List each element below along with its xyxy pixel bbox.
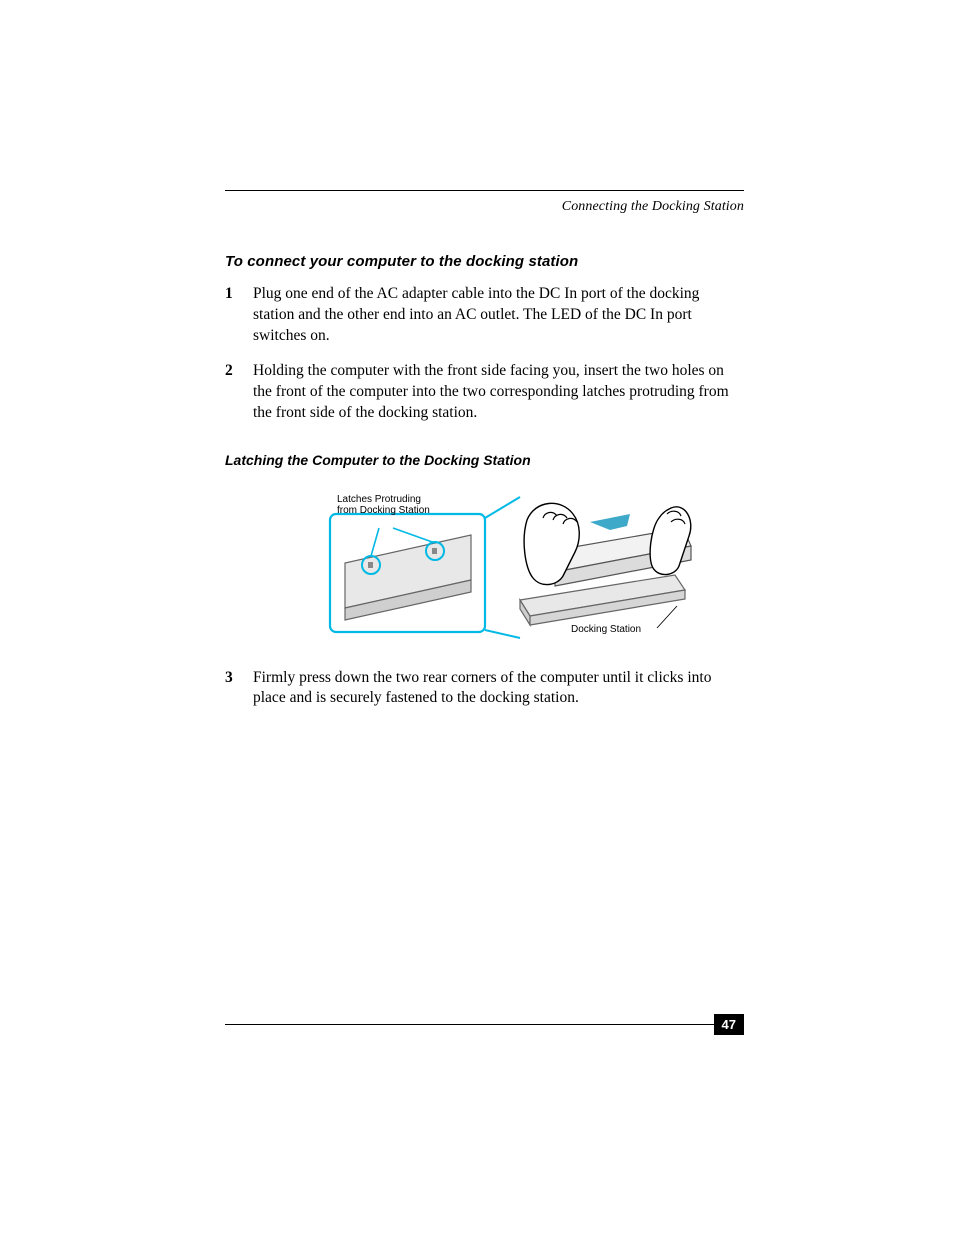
section-title: To connect your computer to the docking … bbox=[225, 253, 744, 270]
step-2: 2 Holding the computer with the front si… bbox=[225, 361, 744, 424]
docking-illustration-svg: Latches Protruding from Docking Station … bbox=[275, 480, 695, 650]
callout-right: Docking Station bbox=[571, 624, 641, 635]
callout-left-line1: Latches Protruding bbox=[337, 494, 421, 505]
figure-illustration: Latches Protruding from Docking Station … bbox=[275, 480, 695, 650]
step-2-number: 2 bbox=[225, 361, 253, 424]
running-head: Connecting the Docking Station bbox=[225, 199, 744, 215]
top-rule bbox=[225, 190, 744, 191]
page: Connecting the Docking Station To connec… bbox=[0, 0, 954, 1235]
page-number: 47 bbox=[714, 1014, 744, 1035]
step-2-text: Holding the computer with the front side… bbox=[253, 361, 744, 424]
step-3: 3 Firmly press down the two rear corners… bbox=[225, 668, 744, 710]
step-3-text: Firmly press down the two rear corners o… bbox=[253, 668, 744, 710]
step-1-number: 1 bbox=[225, 284, 253, 347]
figure-title: Latching the Computer to the Docking Sta… bbox=[225, 452, 744, 468]
step-1-text: Plug one end of the AC adapter cable int… bbox=[253, 284, 744, 347]
step-3-number: 3 bbox=[225, 668, 253, 710]
bottom-rule bbox=[225, 1024, 744, 1025]
step-1: 1 Plug one end of the AC adapter cable i… bbox=[225, 284, 744, 347]
callout-left-line2: from Docking Station bbox=[337, 505, 430, 516]
